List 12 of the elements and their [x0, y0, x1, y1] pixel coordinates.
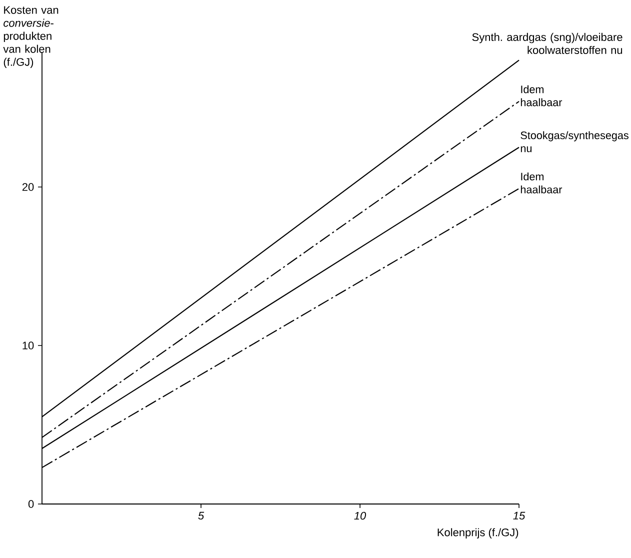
- text: Synth. aardgas (sng)/vloeibare koolwaterstoffen nu: [472, 32, 622, 54]
- x-tick-label: 15: [513, 512, 526, 520]
- y-tick-label: 0: [28, 500, 34, 508]
- x-tick-label: 5: [198, 512, 204, 520]
- x-axis-title: Kolenprijs (f./GJ): [438, 528, 518, 538]
- y-tick-label: 20: [22, 183, 34, 191]
- y-tick-label: 10: [22, 342, 34, 350]
- y-axis-title: Kosten van conversie-produkten van kolen (f./GJ): [3, 6, 58, 68]
- series-label: Stookgas/synthesegas nu: [520, 131, 628, 152]
- series-label: Idem haalbaar: [520, 172, 562, 194]
- series-label: Idem haalbaar: [520, 85, 562, 106]
- x-tick-label: 10: [354, 512, 366, 520]
